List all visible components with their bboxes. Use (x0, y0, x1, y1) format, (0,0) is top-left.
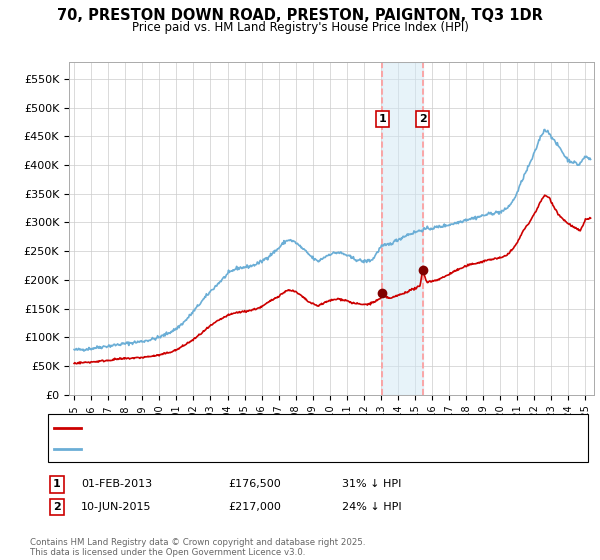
Text: 01-FEB-2013: 01-FEB-2013 (81, 479, 152, 489)
Text: 70, PRESTON DOWN ROAD, PRESTON, PAIGNTON, TQ3 1DR (detached house): 70, PRESTON DOWN ROAD, PRESTON, PAIGNTON… (85, 423, 488, 433)
Text: 31% ↓ HPI: 31% ↓ HPI (342, 479, 401, 489)
Bar (382, 62, 422, 395)
Text: 70, PRESTON DOWN ROAD, PRESTON, PAIGNTON, TQ3 1DR: 70, PRESTON DOWN ROAD, PRESTON, PAIGNTON… (57, 8, 543, 24)
Text: Contains HM Land Registry data © Crown copyright and database right 2025.
This d: Contains HM Land Registry data © Crown c… (30, 538, 365, 557)
Text: 2: 2 (53, 502, 61, 512)
Text: 2: 2 (419, 114, 427, 124)
Text: £217,000: £217,000 (228, 502, 281, 512)
Text: 24% ↓ HPI: 24% ↓ HPI (342, 502, 401, 512)
Text: HPI: Average price, detached house, Torbay: HPI: Average price, detached house, Torb… (85, 444, 313, 454)
Text: 1: 1 (53, 479, 61, 489)
Text: £176,500: £176,500 (228, 479, 281, 489)
Text: 10-JUN-2015: 10-JUN-2015 (81, 502, 151, 512)
Text: Price paid vs. HM Land Registry's House Price Index (HPI): Price paid vs. HM Land Registry's House … (131, 21, 469, 34)
Text: 1: 1 (379, 114, 386, 124)
